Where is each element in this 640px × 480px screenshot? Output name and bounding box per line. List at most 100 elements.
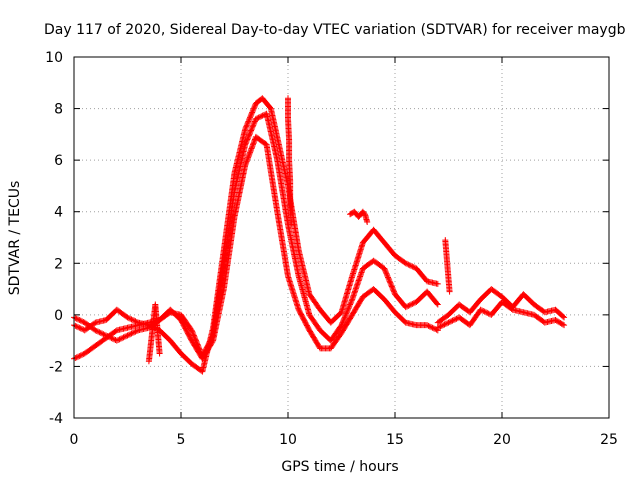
track-marker [76, 317, 83, 324]
track-marker [343, 310, 350, 317]
track-marker [245, 118, 252, 125]
data-point [124, 332, 131, 339]
track-marker [72, 322, 79, 329]
track-marker [389, 284, 396, 291]
track-marker [410, 264, 417, 271]
track-marker [125, 315, 132, 322]
track-marker [79, 351, 86, 358]
track-marker [144, 319, 151, 326]
y-tick-label: 0 [54, 308, 63, 324]
track-marker [341, 315, 348, 322]
track-marker [90, 325, 97, 332]
track-marker [336, 332, 343, 339]
track-marker [343, 309, 350, 316]
axis-ticks: 0 5 10 15 20 25 -4 -2 0 2 4 6 8 10 [45, 50, 618, 448]
track-marker [189, 328, 196, 335]
track-marker [378, 263, 385, 270]
track-marker [400, 317, 407, 324]
track-marker [165, 335, 172, 342]
track-marker [539, 307, 546, 314]
track-marker [426, 323, 433, 330]
track-marker [345, 304, 352, 311]
track-marker [295, 271, 302, 278]
track-marker [433, 300, 440, 307]
track-marker [425, 322, 432, 329]
track-marker [128, 316, 135, 323]
track-marker [480, 307, 487, 314]
track-marker [248, 126, 255, 133]
plot-frame [73, 56, 610, 419]
track-marker [100, 336, 107, 343]
track-marker [243, 123, 250, 130]
track-marker [440, 322, 447, 329]
track-marker [242, 140, 249, 147]
track-marker [144, 325, 151, 332]
track-marker [75, 324, 82, 331]
track-marker [432, 326, 439, 333]
track-marker [340, 317, 347, 324]
track-marker [90, 344, 97, 351]
track-marker [342, 311, 349, 318]
track-marker [72, 355, 79, 362]
track-marker [247, 130, 254, 137]
track-marker [251, 119, 258, 126]
track-marker [438, 322, 445, 329]
track-marker [410, 300, 417, 307]
track-marker [388, 283, 395, 290]
track-marker [405, 302, 412, 309]
track-marker [390, 307, 397, 314]
track-marker [422, 322, 429, 329]
x-tick-label: 20 [493, 432, 511, 448]
track-marker [128, 330, 135, 337]
track-marker [340, 318, 347, 325]
track-marker [437, 323, 444, 330]
track-marker [246, 131, 253, 138]
track-marker [346, 302, 353, 309]
data-point [252, 115, 259, 122]
track-marker [288, 220, 295, 227]
track-marker [315, 324, 322, 331]
chart-title: Day 117 of 2020, Sidereal Day-to-day VTE… [44, 22, 626, 38]
y-tick-label: -2 [49, 359, 63, 375]
track-marker [208, 340, 215, 347]
track-marker [96, 329, 103, 336]
track-marker [131, 329, 138, 336]
track-marker [117, 335, 124, 342]
track-marker [436, 324, 443, 331]
track-marker [105, 333, 112, 340]
data-points [71, 95, 568, 375]
track-marker [382, 268, 389, 275]
track-marker [484, 309, 491, 316]
track-marker [246, 115, 253, 122]
track-marker [249, 108, 256, 115]
track-marker [383, 270, 390, 277]
track-marker [360, 210, 367, 217]
track-marker [248, 112, 255, 119]
track-marker [156, 349, 163, 356]
track-marker [379, 237, 386, 244]
y-tick-label: 6 [54, 153, 63, 169]
track-marker [387, 279, 394, 286]
track-marker [251, 104, 258, 111]
track-marker [112, 328, 119, 335]
track-marker [529, 311, 536, 318]
track-marker [115, 336, 122, 343]
track-marker [245, 132, 252, 139]
x-axis-label: GPS time / hours [281, 459, 398, 475]
x-tick-label: 5 [177, 432, 186, 448]
track-marker [244, 135, 251, 142]
track-marker [104, 333, 111, 340]
y-tick-label: 8 [54, 102, 63, 118]
track-marker [95, 328, 102, 335]
track-marker [348, 297, 355, 304]
track-marker [247, 113, 254, 120]
track-marker [186, 358, 193, 365]
track-marker [336, 324, 343, 331]
track-marker [409, 263, 416, 270]
x-tick-label: 25 [600, 432, 618, 448]
track-marker [109, 335, 116, 342]
track-marker [266, 103, 273, 110]
track-marker [187, 324, 194, 331]
track-marker [382, 269, 389, 276]
